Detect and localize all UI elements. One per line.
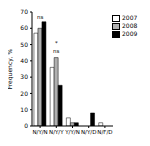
svg-text:N/Y/D: N/Y/D bbox=[81, 129, 96, 135]
svg-text:10: 10 bbox=[20, 106, 28, 113]
html-text:2007: 2007 bbox=[122, 14, 138, 21]
svg-text:0: 0 bbox=[24, 122, 28, 129]
svg-text:N/Y/N: N/Y/N bbox=[32, 129, 47, 135]
svg-text:50: 50 bbox=[20, 41, 28, 48]
svg-text:70: 70 bbox=[20, 8, 28, 15]
svg-text:N/Y/Y: N/Y/Y bbox=[49, 129, 64, 135]
svg-text:Y/Y/N: Y/Y/N bbox=[64, 129, 80, 135]
svg-text:ns: ns bbox=[37, 14, 43, 20]
svg-text:ns: ns bbox=[53, 48, 59, 54]
svg-text:40: 40 bbox=[20, 57, 28, 64]
svg-text:N/F/D: N/F/D bbox=[97, 129, 112, 135]
svg-text:30: 30 bbox=[20, 73, 28, 80]
svg-text:Frequency, %: Frequency, % bbox=[8, 48, 14, 89]
svg-text:20: 20 bbox=[20, 90, 28, 97]
svg-text:60: 60 bbox=[20, 24, 28, 31]
svg-text:*: * bbox=[55, 40, 58, 46]
html-text:2008: 2008 bbox=[122, 22, 138, 29]
html-text:2009: 2009 bbox=[122, 30, 138, 37]
